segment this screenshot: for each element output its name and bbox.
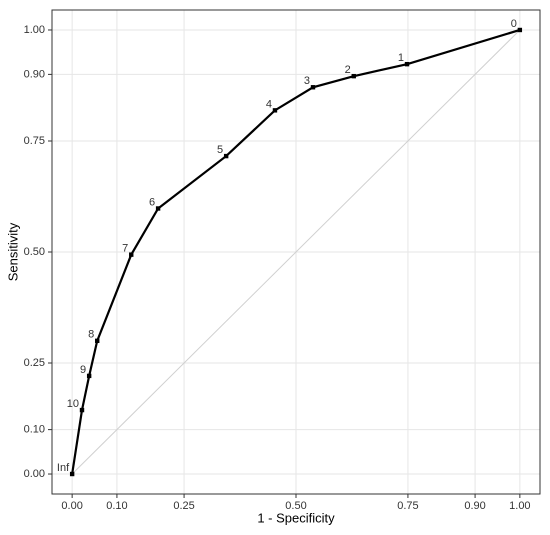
- point: [86, 373, 92, 379]
- y-tick-label: 0.00: [24, 468, 45, 480]
- x-tick-label: 0.25: [173, 500, 194, 512]
- point: [517, 27, 523, 33]
- y-tick-label: 0.10: [24, 424, 45, 436]
- point: [69, 471, 75, 477]
- x-tick-label: 0.90: [464, 500, 485, 512]
- point-label: 2: [345, 64, 351, 76]
- x-tick-label: 0.00: [61, 500, 82, 512]
- y-tick-label: 0.90: [24, 68, 45, 80]
- point: [404, 61, 410, 67]
- point-label: 4: [266, 98, 272, 110]
- y-tick-label: 0.75: [24, 135, 45, 147]
- x-tick-label: 0.75: [397, 500, 418, 512]
- point: [155, 206, 161, 211]
- point: [351, 73, 356, 79]
- point-label: Inf: [57, 462, 70, 474]
- point-label: 7: [122, 243, 128, 255]
- x-axis-title: 1 - Specificity: [257, 510, 335, 525]
- point-label: 10: [67, 398, 79, 410]
- x-tick-label: 1.00: [509, 500, 530, 512]
- reference-diagonal: [71, 29, 521, 475]
- point-label: 8: [88, 329, 94, 341]
- point-label: 0: [511, 18, 517, 30]
- point: [79, 407, 85, 413]
- y-tick-label: 1.00: [24, 24, 45, 36]
- y-tick-label: 0.50: [24, 246, 45, 258]
- point: [223, 153, 229, 159]
- x-tick-label: 0.10: [106, 500, 127, 512]
- point-label: 3: [304, 75, 310, 87]
- roc-line: [71, 28, 521, 475]
- y-axis-title: Sensitivity: [5, 222, 20, 281]
- point-label: 1: [398, 52, 404, 64]
- y-tick-label: 0.25: [24, 357, 45, 369]
- point: [310, 85, 316, 90]
- point-label: 6: [149, 196, 155, 208]
- point: [272, 108, 278, 113]
- point: [129, 252, 134, 257]
- x-tick-label: 0.50: [285, 500, 306, 512]
- point-label: 5: [217, 144, 223, 156]
- panel-border: [51, 9, 541, 495]
- point: [95, 338, 100, 344]
- point-label: 9: [80, 364, 86, 376]
